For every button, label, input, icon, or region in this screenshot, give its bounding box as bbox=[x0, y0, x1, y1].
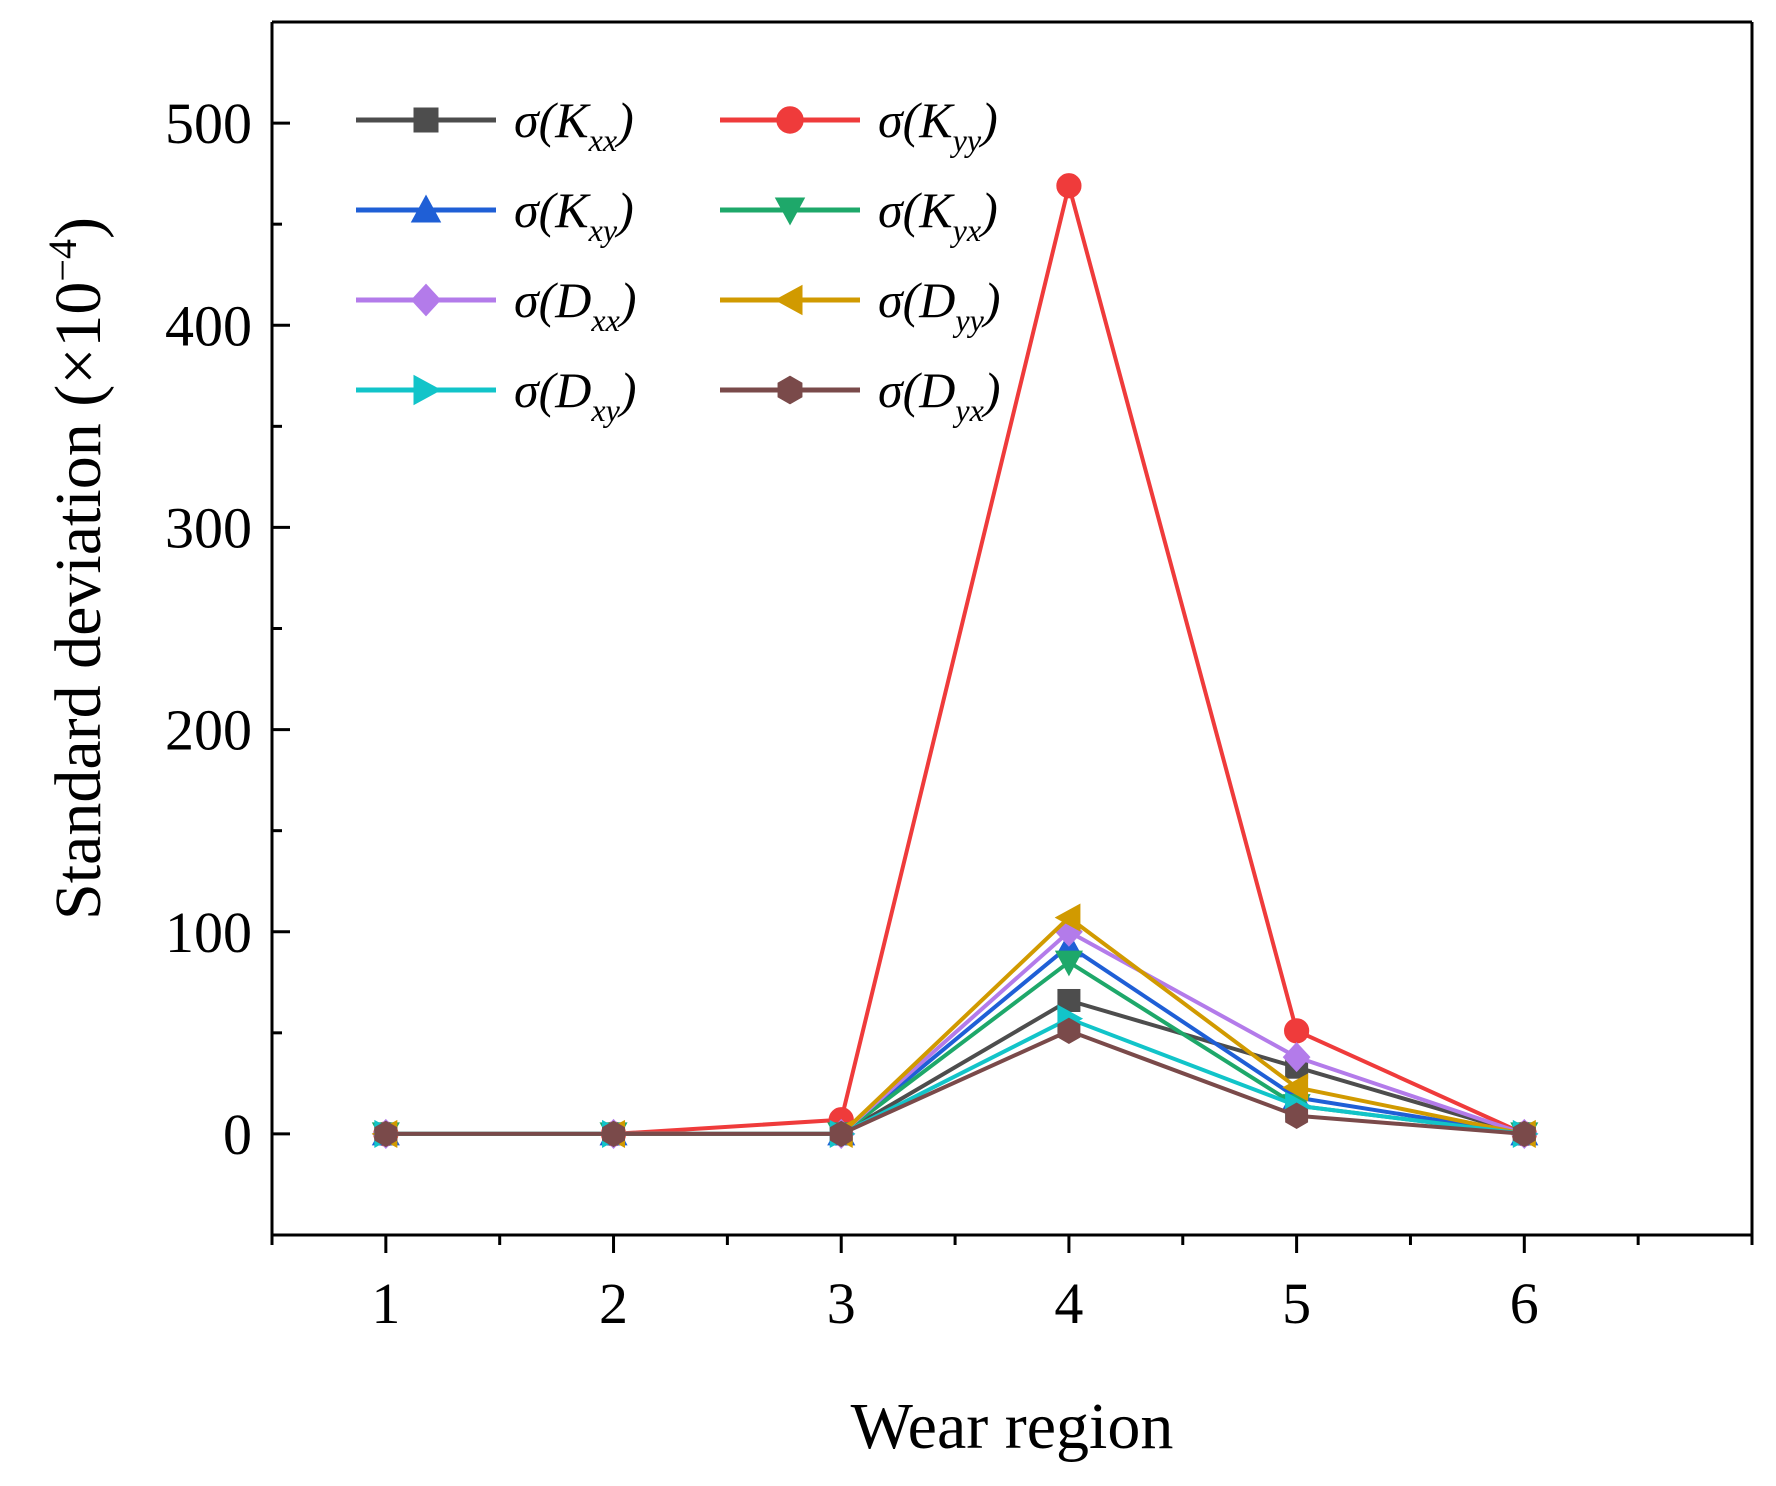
x-tick-label: 2 bbox=[599, 1271, 628, 1336]
legend-label-subscript: xy bbox=[588, 212, 618, 248]
legend-label-subscript: yy bbox=[950, 122, 982, 158]
data-point bbox=[1512, 1120, 1536, 1148]
legend: σ(Kxx) σ(Kyy)σ(Kxy) σ(Kyx)σ(Dxx) σ(Dyy)σ(Dx… bbox=[356, 92, 1000, 428]
legend-label-main: σ(K bbox=[878, 182, 955, 238]
legend-item-kxy: σ(Kxy) bbox=[356, 182, 634, 248]
legend-item-kyy: σ(Kyy) bbox=[720, 92, 998, 158]
legend-label-close: ) bbox=[617, 362, 637, 418]
legend-label: σ(Dxy) bbox=[514, 362, 636, 428]
series-line bbox=[385, 943, 1525, 1136]
legend-label-close: ) bbox=[981, 362, 1001, 418]
data-point bbox=[374, 1120, 398, 1148]
x-tick-label: 4 bbox=[1054, 1271, 1083, 1336]
series-kyx bbox=[371, 950, 1539, 1149]
legend-label-close: ) bbox=[614, 182, 634, 238]
legend-label: σ(Kyx) bbox=[878, 182, 998, 248]
legend-marker bbox=[410, 194, 442, 223]
legend-label-main: σ(D bbox=[878, 272, 955, 328]
x-tick-label: 5 bbox=[1282, 1271, 1311, 1336]
x-tick-label: 6 bbox=[1510, 1271, 1539, 1336]
legend-item-kxx: σ(Kxx) bbox=[356, 92, 634, 158]
y-tick-label: 0 bbox=[223, 1102, 252, 1167]
y-axis-title: Standard deviation (×10−4) bbox=[40, 217, 115, 920]
legend-label-subscript: xx bbox=[588, 122, 617, 158]
legend-label-close: ) bbox=[981, 272, 1001, 328]
legend-item-dyx: σ(Dyx) bbox=[720, 362, 1000, 428]
legend-label: σ(Dyx) bbox=[878, 362, 1000, 428]
data-point bbox=[1282, 1073, 1309, 1102]
x-axis-title: Wear region bbox=[851, 1390, 1174, 1463]
legend-marker bbox=[776, 106, 804, 134]
series-line bbox=[385, 929, 1525, 1136]
legend-item-dxx: σ(Dxx) bbox=[356, 272, 636, 338]
legend-label-subscript: yx bbox=[950, 212, 981, 248]
series-dyx bbox=[374, 1017, 1536, 1148]
y-tick-label: 500 bbox=[165, 91, 252, 156]
legend-marker bbox=[774, 284, 803, 316]
data-point bbox=[1284, 1018, 1310, 1044]
y-axis-title-close: ) bbox=[42, 217, 115, 239]
series-line bbox=[385, 915, 1525, 1136]
legend-label: σ(Kxy) bbox=[514, 182, 634, 248]
legend-label-close: ) bbox=[978, 182, 998, 238]
legend-label-main: σ(D bbox=[514, 362, 591, 418]
legend-label-subscript: xx bbox=[590, 302, 619, 338]
legend-marker bbox=[774, 197, 806, 226]
series bbox=[371, 173, 1539, 1149]
legend-marker bbox=[777, 375, 803, 405]
legend-label: σ(Kyy) bbox=[878, 92, 998, 158]
legend-marker bbox=[413, 374, 442, 406]
y-tick-label: 300 bbox=[165, 495, 252, 560]
y-tick-label: 100 bbox=[165, 900, 252, 965]
legend-label-main: σ(D bbox=[514, 272, 591, 328]
y-tick-label: 200 bbox=[165, 698, 252, 763]
ticks: 0 100 200 300 400 500 1 2 3 4 5 6 bbox=[165, 20, 1754, 1336]
data-point bbox=[1056, 173, 1082, 199]
legend-label: σ(Dyy) bbox=[878, 272, 1000, 338]
x-tick-label: 1 bbox=[371, 1271, 400, 1336]
y-tick-label: 400 bbox=[165, 293, 252, 358]
legend-label-main: σ(K bbox=[514, 92, 591, 148]
legend-item-kyx: σ(Kyx) bbox=[720, 182, 998, 248]
data-point bbox=[1285, 1102, 1309, 1129]
legend-label: σ(Dxx) bbox=[514, 272, 636, 338]
x-tick-label: 3 bbox=[827, 1271, 856, 1336]
legend-label-main: σ(K bbox=[878, 92, 955, 148]
legend-item-dxy: σ(Dxy) bbox=[356, 362, 636, 428]
legend-label-close: ) bbox=[978, 92, 998, 148]
legend-marker bbox=[413, 107, 439, 133]
legend-label-main: σ(D bbox=[878, 362, 955, 418]
series-dyy bbox=[371, 903, 1536, 1148]
legend-label-subscript: yx bbox=[952, 392, 983, 428]
legend-label-close: ) bbox=[614, 92, 634, 148]
legend-marker bbox=[410, 283, 442, 317]
y-axis-title-main: Standard deviation (×10 bbox=[42, 282, 115, 920]
data-point bbox=[1282, 1042, 1311, 1073]
legend-label-subscript: xy bbox=[590, 392, 620, 428]
data-point bbox=[829, 1120, 853, 1148]
data-point bbox=[1054, 903, 1081, 932]
data-point bbox=[1054, 950, 1083, 977]
series-line bbox=[385, 1028, 1525, 1136]
data-point bbox=[1057, 1017, 1081, 1045]
legend-item-dyy: σ(Dyy) bbox=[720, 272, 1000, 338]
axes bbox=[270, 20, 1754, 1237]
legend-label-close: ) bbox=[617, 272, 637, 328]
legend-label-main: σ(K bbox=[514, 182, 591, 238]
data-point bbox=[602, 1120, 625, 1148]
y-axis-title-exponent: −4 bbox=[40, 239, 85, 282]
legend-label-subscript: yy bbox=[952, 302, 984, 338]
legend-label: σ(Kxx) bbox=[514, 92, 634, 158]
